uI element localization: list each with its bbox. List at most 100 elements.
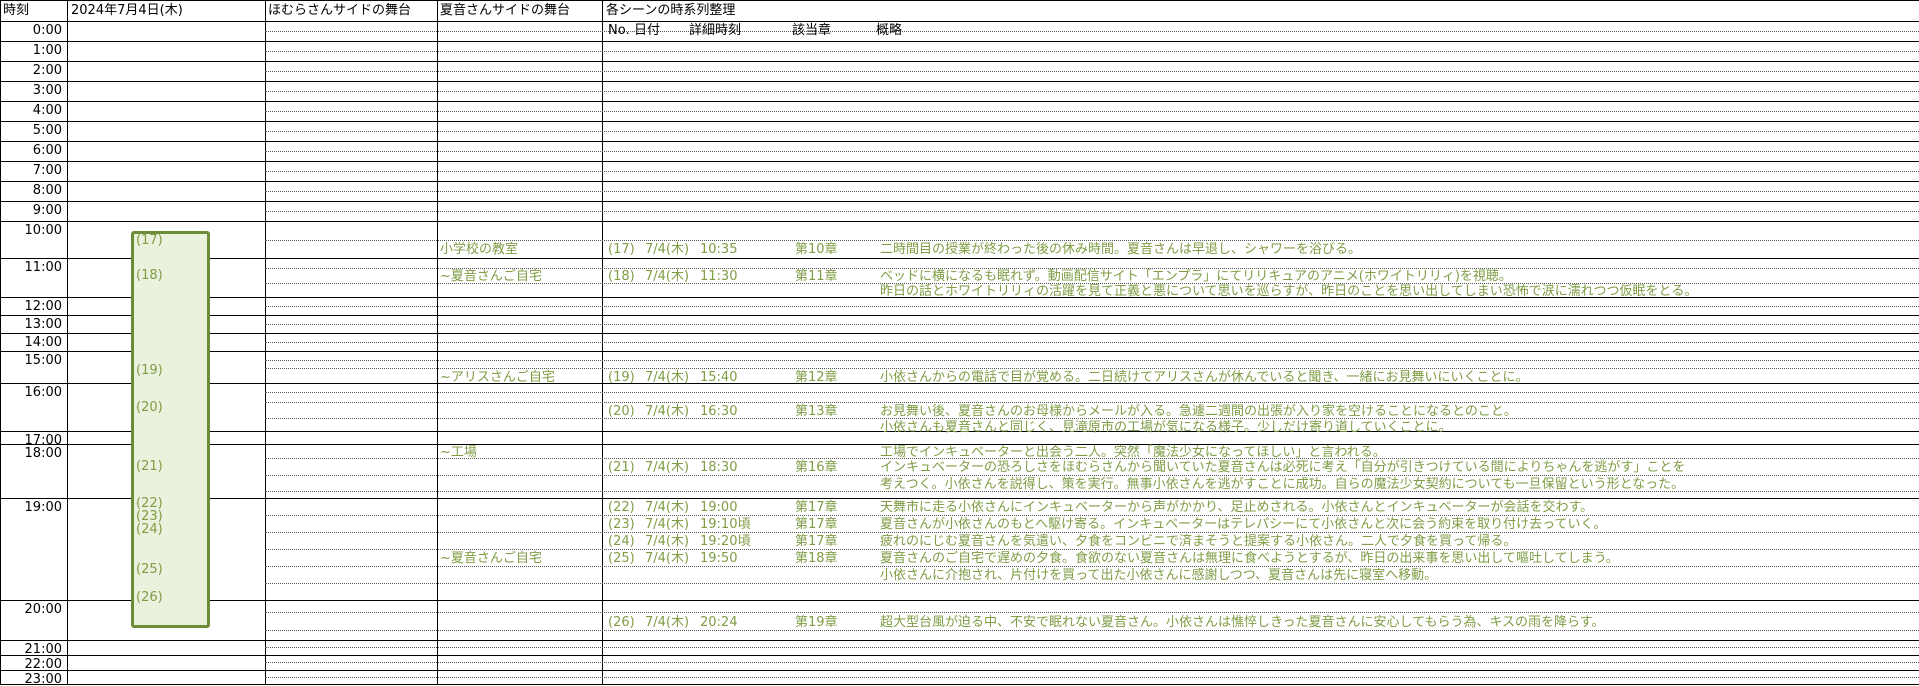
hour-cell[interactable]: 16:00 xyxy=(24,385,62,400)
hour-cell[interactable]: 5:00 xyxy=(32,123,62,138)
hour-cell[interactable]: 10:00 xyxy=(24,223,62,238)
scene-date: 7/4(木) xyxy=(645,404,690,419)
box-scene-number[interactable]: (22) xyxy=(136,496,163,511)
grid-dotted-line xyxy=(265,458,1919,459)
hour-cell[interactable]: 22:00 xyxy=(24,657,62,672)
scene-row[interactable]: 小依さんも夏音さんと同じく、見滝原市の工場が気になる様子。少しだけ寄り道していく… xyxy=(0,420,1919,435)
col-header-homura-stage[interactable]: ほむらさんサイドの舞台 xyxy=(268,3,412,18)
box-scene-number[interactable]: (25) xyxy=(136,562,163,577)
scene-col-no[interactable]: No. xyxy=(608,23,630,38)
scene-summary: 天舞市に走る小依さんにインキュベーターから声がかかり、足止めされる。小依さんとイ… xyxy=(880,500,1594,515)
box-scene-number[interactable]: (20) xyxy=(136,400,163,415)
scene-row[interactable]: 昨日の話とホワイトリリィの活躍を見て正義と悪について思いを巡らすが、昨日のことを… xyxy=(0,284,1919,299)
scene-row[interactable]: 小依さんに介抱され、片付けを買って出た小依さんに感謝しつつ、夏音さんは先に寝室へ… xyxy=(0,568,1919,583)
scene-summary: 小依さんに介抱され、片付けを買って出た小依さんに感謝しつつ、夏音さんは先に寝室へ… xyxy=(880,568,1438,583)
scene-row[interactable]: 工場でインキュベーターと出会う二人。突然「魔法少女になってほしい」と言われる。 xyxy=(0,445,1919,460)
grid-hour-line xyxy=(0,670,1919,671)
scene-chapter: 第16章 xyxy=(795,460,838,475)
box-scene-number[interactable]: (26) xyxy=(136,590,163,605)
scene-row[interactable]: (22) 7/4(木) 19:00 第17章 天舞市に走る小依さんにインキュベーターから… xyxy=(0,500,1919,515)
hour-cell[interactable]: 1:00 xyxy=(32,43,62,58)
box-scene-number[interactable]: (24) xyxy=(136,522,163,537)
hour-cell[interactable]: 17:00 xyxy=(24,433,62,448)
scene-row[interactable]: (17) 7/4(木) 10:35 第10章 二時間目の授業が終わった後の休み時間。夏音… xyxy=(0,242,1919,257)
hour-cell[interactable]: 12:00 xyxy=(24,299,62,314)
hour-cell[interactable]: 3:00 xyxy=(32,83,62,98)
box-scene-number[interactable]: (19) xyxy=(136,363,163,378)
box-scene-number[interactable]: (17) xyxy=(136,233,163,248)
scene-row[interactable]: 考えつく。小依さんを説得し、策を実行。無事小依さんを逃がすことに成功。自らの魔法… xyxy=(0,477,1919,492)
hour-cell[interactable]: 7:00 xyxy=(32,163,62,178)
grid-dotted-line xyxy=(265,630,1919,631)
scene-row[interactable]: (26) 7/4(木) 20:24 第19章 超大型台風が迫る中、不安で眠れない夏音さん… xyxy=(0,615,1919,630)
hour-cell[interactable]: 15:00 xyxy=(24,353,62,368)
scene-summary: 昨日の話とホワイトリリィの活躍を見て正義と悪について思いを巡らすが、昨日のことを… xyxy=(880,284,1698,299)
scene-time: 16:30 xyxy=(700,404,738,419)
scene-row[interactable]: (21) 7/4(木) 18:30 第16章 インキュベーターの恐ろしさをほむらさんから… xyxy=(0,460,1919,475)
col-header-scenes-title[interactable]: 各シーンの時系列整理 xyxy=(606,3,736,18)
scene-date: 7/4(木) xyxy=(645,500,690,515)
hour-cell[interactable]: 6:00 xyxy=(32,143,62,158)
hour-cell[interactable]: 2:00 xyxy=(32,63,62,78)
hour-cell[interactable]: 8:00 xyxy=(32,183,62,198)
col-header-natsune-stage[interactable]: 夏音さんサイドの舞台 xyxy=(440,3,571,18)
scene-col-chapter[interactable]: 該当章 xyxy=(792,23,832,38)
box-scene-number[interactable]: (23) xyxy=(136,509,163,524)
hour-cell[interactable]: 0:00 xyxy=(32,23,62,38)
natsune-stage-cell[interactable]: ~夏音さんご自宅 xyxy=(440,269,542,284)
grid-vertical-line xyxy=(67,0,68,684)
col-header-date[interactable]: 2024年7月4日(木) xyxy=(71,3,183,18)
scene-col-date[interactable]: 日付 xyxy=(634,23,661,38)
scene-summary: 夏音さんが小依さんのもとへ駆け寄る。インキュベーターはテレパシーにて小依さんと次… xyxy=(880,517,1607,532)
scene-time: 19:50 xyxy=(700,551,738,566)
col-header-time[interactable]: 時刻 xyxy=(3,3,30,18)
scene-row[interactable]: (19) 7/4(木) 15:40 第12章 小依さんからの電話で目が覚める。二日続けて… xyxy=(0,370,1919,385)
grid-dotted-line xyxy=(265,402,1919,403)
grid-hour-line xyxy=(0,600,1919,601)
box-scene-number[interactable]: (21) xyxy=(136,459,163,474)
scene-col-detail-time[interactable]: 詳細時刻 xyxy=(689,23,742,38)
scene-row[interactable]: (25) 7/4(木) 19:50 第18章 夏音さんのご自宅で遅めの夕食。食欲のない夏… xyxy=(0,551,1919,566)
scene-chapter: 第12章 xyxy=(795,370,838,385)
hour-cell[interactable]: 14:00 xyxy=(24,335,62,350)
scene-no: (20) xyxy=(608,404,635,419)
scene-row[interactable]: (20) 7/4(木) 16:30 第13章 お見舞い後、夏音さんのお母様からメールが入… xyxy=(0,404,1919,419)
scene-range-box[interactable] xyxy=(131,231,210,628)
scene-row[interactable]: (18) 7/4(木) 11:30 第11章 ベッドに横になるも眠れず。動画配信サイト「… xyxy=(0,269,1919,284)
grid-hour-line xyxy=(0,297,1919,298)
hour-cell[interactable]: 19:00 xyxy=(24,500,62,515)
hour-cell[interactable]: 23:00 xyxy=(24,672,62,686)
grid-hour-line xyxy=(0,315,1919,316)
scene-date: 7/4(木) xyxy=(645,460,690,475)
hour-cell[interactable]: 20:00 xyxy=(24,602,62,617)
grid-hour-line xyxy=(0,41,1919,42)
natsune-stage-cell[interactable]: ~夏音さんご自宅 xyxy=(440,551,542,566)
scene-time: 19:10頃 xyxy=(700,517,751,532)
grid-hour-line xyxy=(0,498,1919,499)
scene-col-summary[interactable]: 概略 xyxy=(876,23,903,38)
scene-time: 15:40 xyxy=(700,370,738,385)
hour-cell[interactable]: 18:00 xyxy=(24,446,62,461)
grid-hour-line xyxy=(0,101,1919,102)
grid-dotted-line xyxy=(265,368,1919,369)
scene-row[interactable]: (23) 7/4(木) 19:10頃 第17章 夏音さんが小依さんのもとへ駆け寄る。イン… xyxy=(0,517,1919,532)
scene-time: 19:20頃 xyxy=(700,534,751,549)
natsune-stage-cell[interactable]: 小学校の教室 xyxy=(440,242,519,257)
scene-date: 7/4(木) xyxy=(645,517,690,532)
grid-dotted-line xyxy=(265,360,1919,361)
grid-dotted-line xyxy=(265,51,1919,52)
hour-cell[interactable]: 9:00 xyxy=(32,203,62,218)
natsune-stage-cell[interactable]: ~アリスさんご自宅 xyxy=(440,370,555,385)
grid-dotted-line xyxy=(265,306,1919,307)
natsune-stage-cell[interactable]: ~工場 xyxy=(440,445,477,460)
scene-row[interactable]: (24) 7/4(木) 19:20頃 第17章 疲れのにじむ夏音さんを気遣い、夕食をコン… xyxy=(0,534,1919,549)
hour-cell[interactable]: 21:00 xyxy=(24,642,62,657)
hour-cell[interactable]: 13:00 xyxy=(24,317,62,332)
scene-time: 11:30 xyxy=(700,269,738,284)
box-scene-number[interactable]: (18) xyxy=(136,268,163,283)
hour-cell[interactable]: 11:00 xyxy=(24,260,62,275)
hour-cell[interactable]: 4:00 xyxy=(32,103,62,118)
scene-summary: インキュベーターの恐ろしさをほむらさんから聞いていた夏音さんは必死に考え「自分が… xyxy=(880,460,1686,475)
grid-hour-line xyxy=(0,61,1919,62)
scene-chapter: 第19章 xyxy=(795,615,838,630)
